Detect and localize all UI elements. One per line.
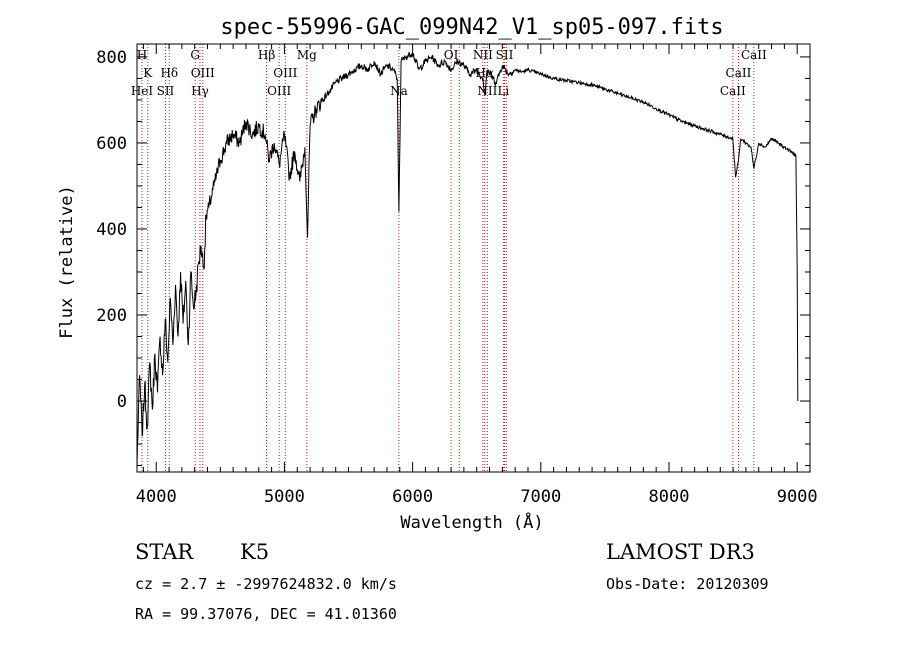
marker-label: HeI: [131, 84, 154, 98]
x-axis: 4000 5000 6000 7000 8000 9000: [136, 44, 818, 507]
marker-label: H: [137, 48, 147, 62]
marker-label: NII: [473, 48, 493, 62]
object-subclass: K5: [240, 540, 269, 564]
x-tick-label: 5000: [264, 487, 305, 507]
spectrum-line: [136, 51, 799, 466]
x-tick-label: 6000: [392, 487, 433, 507]
marker-label: Hγ: [191, 84, 209, 98]
marker-label: SII: [157, 84, 175, 98]
chart-title: spec-55996-GAC_099N42_V1_sp05-097.fits: [220, 15, 723, 40]
coordinates: RA = 99.37076, DEC = 41.01360: [135, 605, 397, 623]
marker-label: NII: [477, 84, 497, 98]
y-tick-label: 200: [96, 306, 127, 326]
marker-label: Hδ: [160, 66, 178, 80]
y-tick-label: 0: [117, 392, 127, 412]
redshift-text: cz = 2.7 ± -2997624832.0 km/s: [135, 575, 397, 593]
marker-label: Mg: [297, 48, 317, 62]
marker-label: G: [190, 48, 200, 62]
marker-label: CaII: [720, 84, 746, 98]
marker-label: OI: [444, 48, 459, 62]
marker-label: SII: [496, 48, 514, 62]
y-tick-label: 400: [96, 220, 127, 240]
x-axis-label: Wavelength (Å): [400, 511, 543, 533]
spectral-line-markers: [141, 44, 755, 472]
y-tick-label: 600: [96, 134, 127, 154]
x-tick-label: 4000: [136, 487, 177, 507]
x-tick-label: 8000: [649, 487, 690, 507]
marker-label: K: [143, 66, 153, 80]
marker-label: Na: [390, 84, 408, 98]
obs-date: Obs-Date: 20120309: [606, 575, 769, 593]
marker-label: CaII: [726, 66, 752, 80]
marker-label: OIII: [273, 66, 297, 80]
marker-label: OIII: [191, 66, 215, 80]
y-axis-label: Flux (relative): [57, 185, 77, 339]
marker-label: CaII: [741, 48, 767, 62]
y-tick-label: 800: [96, 48, 127, 68]
object-class: STAR: [135, 540, 194, 564]
marker-label: OIII: [267, 84, 291, 98]
marker-label: Hβ: [258, 48, 275, 62]
y-axis: 0 200 400 600 800: [96, 48, 810, 467]
x-tick-label: 7000: [520, 487, 561, 507]
survey-name: LAMOST DR3: [606, 540, 755, 564]
x-tick-label: 9000: [777, 487, 818, 507]
plot-frame: [136, 43, 811, 473]
marker-label: Li: [497, 84, 509, 98]
